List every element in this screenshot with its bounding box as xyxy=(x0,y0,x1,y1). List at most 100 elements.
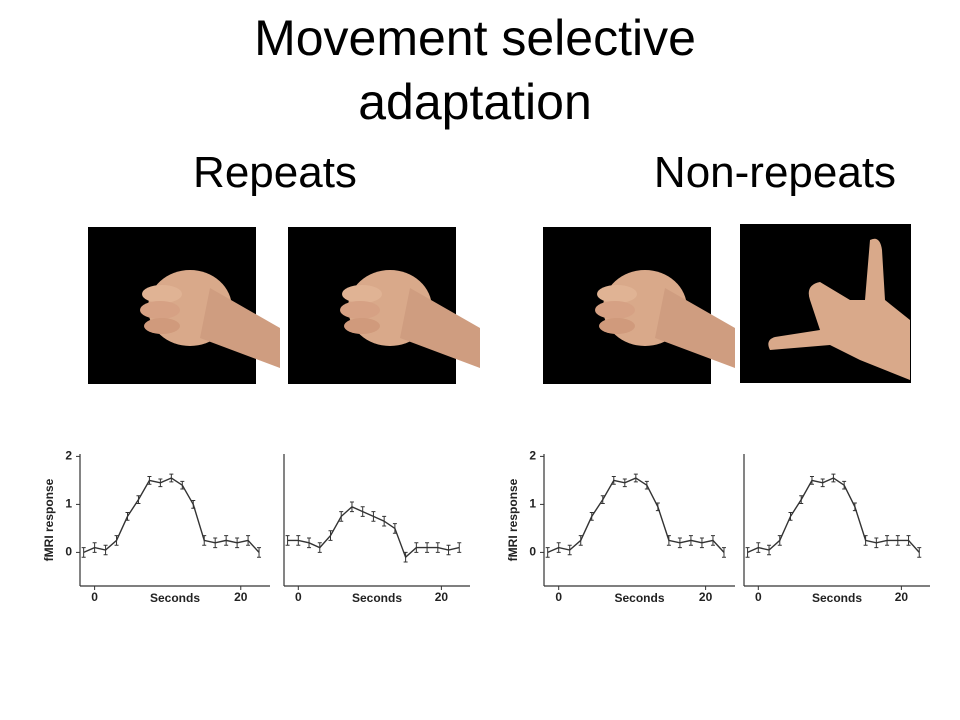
data-line xyxy=(83,477,260,554)
error-bar xyxy=(92,542,97,553)
y-axis-label: fMRI response xyxy=(42,478,56,561)
error-bar xyxy=(296,535,301,546)
x-axis-label: Seconds xyxy=(812,591,862,605)
photo xyxy=(543,227,735,384)
error-bar xyxy=(820,478,825,488)
error-bar xyxy=(777,535,782,546)
y-tick-label: 2 xyxy=(65,449,72,463)
error-bar xyxy=(578,535,583,546)
error-bar xyxy=(339,511,344,522)
error-bar xyxy=(745,547,750,558)
y-axis-label: fMRI response xyxy=(506,478,520,561)
x-tick-label: 0 xyxy=(755,590,762,604)
photo xyxy=(88,227,280,384)
y-tick-label: 0 xyxy=(529,545,536,559)
x-tick-label: 0 xyxy=(555,590,562,604)
x-axis-label: Seconds xyxy=(614,591,664,605)
error-bar xyxy=(103,544,108,556)
error-bar xyxy=(435,542,440,553)
error-bar xyxy=(809,476,814,485)
error-bar xyxy=(136,495,141,504)
error-bar xyxy=(699,537,704,549)
x-axis-label: Seconds xyxy=(352,591,402,605)
error-bar xyxy=(831,473,836,483)
error-bar xyxy=(307,537,312,549)
error-bar xyxy=(158,478,163,488)
error-bar xyxy=(906,535,911,546)
error-bar xyxy=(721,547,726,558)
error-bar xyxy=(147,476,152,485)
error-bar xyxy=(688,535,693,546)
slide-title: Movement selective adaptation xyxy=(254,10,696,130)
error-bar xyxy=(224,535,229,546)
line-chart: 0 20 Seconds xyxy=(743,454,930,605)
error-bar xyxy=(600,495,605,504)
x-axis-label: Seconds xyxy=(150,591,200,605)
error-bar xyxy=(644,480,649,490)
error-bar xyxy=(589,512,594,521)
x-tick-label: 0 xyxy=(91,590,98,604)
x-tick-label: 20 xyxy=(699,590,713,604)
x-tick-label: 0 xyxy=(295,590,302,604)
error-bar xyxy=(169,473,174,483)
error-bar xyxy=(874,537,879,549)
error-bar xyxy=(191,500,196,509)
error-bar xyxy=(257,547,262,558)
error-bar xyxy=(180,480,185,490)
error-bar xyxy=(425,542,430,553)
error-bar xyxy=(328,530,333,541)
x-tick-label: 20 xyxy=(435,590,449,604)
error-bar xyxy=(371,511,376,522)
error-bar xyxy=(799,495,804,504)
error-bar xyxy=(917,547,922,558)
error-bar xyxy=(852,502,857,512)
error-bar xyxy=(655,502,660,512)
error-bar xyxy=(863,535,868,546)
error-bar xyxy=(842,480,847,490)
photo xyxy=(288,227,480,384)
error-bar xyxy=(710,535,715,546)
error-bar xyxy=(382,515,387,527)
error-bar xyxy=(885,535,890,546)
error-bar xyxy=(767,544,772,556)
error-bar xyxy=(633,473,638,483)
error-bar xyxy=(349,501,354,513)
error-bar xyxy=(414,542,419,553)
error-bar xyxy=(125,512,130,521)
error-bar xyxy=(567,544,572,556)
error-bar xyxy=(202,535,207,546)
error-bar xyxy=(677,537,682,549)
error-bar xyxy=(895,535,900,546)
y-tick-label: 1 xyxy=(65,497,72,511)
error-bar xyxy=(317,542,322,553)
error-bar xyxy=(246,535,251,546)
error-bar xyxy=(403,551,408,563)
data-line xyxy=(747,477,920,554)
line-chart: 0 20 Seconds xyxy=(283,454,470,605)
error-bar xyxy=(788,512,793,521)
y-tick-label: 0 xyxy=(65,545,72,559)
x-tick-label: 20 xyxy=(895,590,909,604)
error-bar xyxy=(556,542,561,553)
y-tick-label: 1 xyxy=(529,497,536,511)
heading: Non-repeats xyxy=(653,148,897,197)
error-bar xyxy=(392,523,397,534)
error-bar xyxy=(611,476,616,485)
error-bar xyxy=(81,547,86,558)
error-bar xyxy=(666,535,671,546)
error-bar xyxy=(285,535,290,546)
error-bar xyxy=(446,544,451,556)
heading: Repeats xyxy=(193,148,357,197)
data-line xyxy=(547,477,725,554)
photo xyxy=(740,224,911,383)
error-bar xyxy=(622,478,627,488)
y-tick-label: 2 xyxy=(529,449,536,463)
error-bar xyxy=(756,542,761,553)
error-bar xyxy=(457,542,462,553)
error-bar xyxy=(360,506,365,517)
x-tick-label: 20 xyxy=(234,590,248,604)
